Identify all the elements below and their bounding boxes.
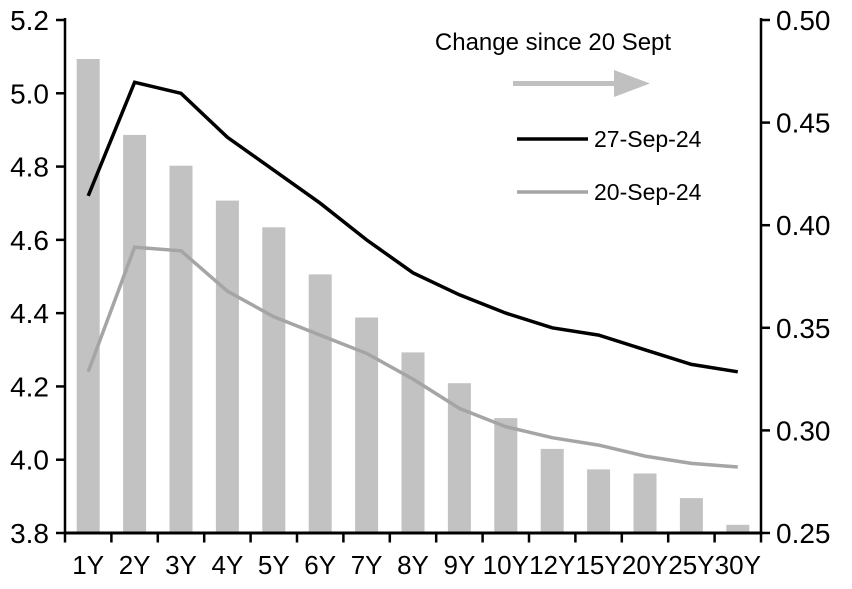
x-tick-label: 15Y [575, 550, 621, 580]
x-tick-label: 9Y [443, 550, 475, 580]
line-20-sep-24 [86, 245, 738, 469]
x-tick-label: 30Y [715, 550, 761, 580]
y-right-tick-label: 0.50 [776, 5, 831, 36]
y-right-tick-label: 0.40 [776, 210, 831, 241]
bar-30Y [726, 524, 750, 533]
x-tick-label: 25Y [668, 550, 714, 580]
line-27-sep-24 [86, 80, 739, 374]
y-left-tick-label: 4.2 [10, 371, 49, 402]
axes: 3.8 4.0 4.2 4.4 4.6 4.8 5.0 5.2 0.25 0.30 0.35 0.40… [10, 5, 830, 580]
x-tick-label: 6Y [304, 550, 336, 580]
y-right-tick-label: 0.25 [776, 518, 831, 549]
y-left-tick-label: 5.0 [10, 78, 49, 109]
y-left-tick-label: 4.4 [10, 298, 49, 329]
x-tick-label: 2Y [119, 550, 151, 580]
bar-20Y [633, 473, 657, 533]
arrow-right-icon [513, 70, 650, 97]
bar-12Y [540, 448, 564, 533]
y-left-tick-label: 3.8 [10, 518, 49, 549]
x-tick-label: 7Y [351, 550, 383, 580]
x-tick-label: 20Y [622, 550, 668, 580]
bar-2Y [123, 134, 147, 533]
bar-4Y [215, 200, 239, 533]
bar-5Y [262, 227, 286, 534]
x-tick-label: 3Y [165, 550, 197, 580]
y-right-tick-label: 0.45 [776, 108, 831, 139]
bar-6Y [308, 274, 332, 533]
y-right-tick-label: 0.35 [776, 313, 831, 344]
x-tick-label: 8Y [397, 550, 429, 580]
legend-title: Change since 20 Sept [435, 29, 672, 56]
bar-3Y [169, 165, 193, 533]
x-tick-label: 10Y [483, 550, 529, 580]
x-tick-label: 4Y [211, 550, 243, 580]
x-tick-label: 12Y [529, 550, 575, 580]
bar-15Y [587, 469, 611, 533]
line-series [86, 80, 739, 469]
bar-7Y [355, 317, 379, 533]
y-right-tick-label: 0.30 [776, 415, 831, 446]
bar-1Y [76, 59, 100, 533]
bar-10Y [494, 418, 518, 533]
legend: Change since 20 Sept 27-Sep-24 20-Sep-24 [435, 29, 702, 205]
x-tick-label: 1Y [72, 550, 104, 580]
legend-label-27-sep: 27-Sep-24 [594, 126, 702, 152]
arrow-head [614, 70, 650, 97]
legend-label-20-sep: 20-Sep-24 [594, 179, 702, 205]
arrow-shaft [513, 81, 617, 86]
bar-9Y [447, 383, 471, 533]
y-left-tick-label: 5.2 [10, 5, 49, 36]
bar-series-change [76, 59, 750, 534]
y-left-tick-label: 4.8 [10, 152, 49, 183]
x-tick-label: 5Y [258, 550, 290, 580]
y-left-tick-label: 4.0 [10, 445, 49, 476]
bar-8Y [401, 352, 425, 533]
y-left-tick-label: 4.6 [10, 225, 49, 256]
bar-25Y [679, 498, 703, 533]
